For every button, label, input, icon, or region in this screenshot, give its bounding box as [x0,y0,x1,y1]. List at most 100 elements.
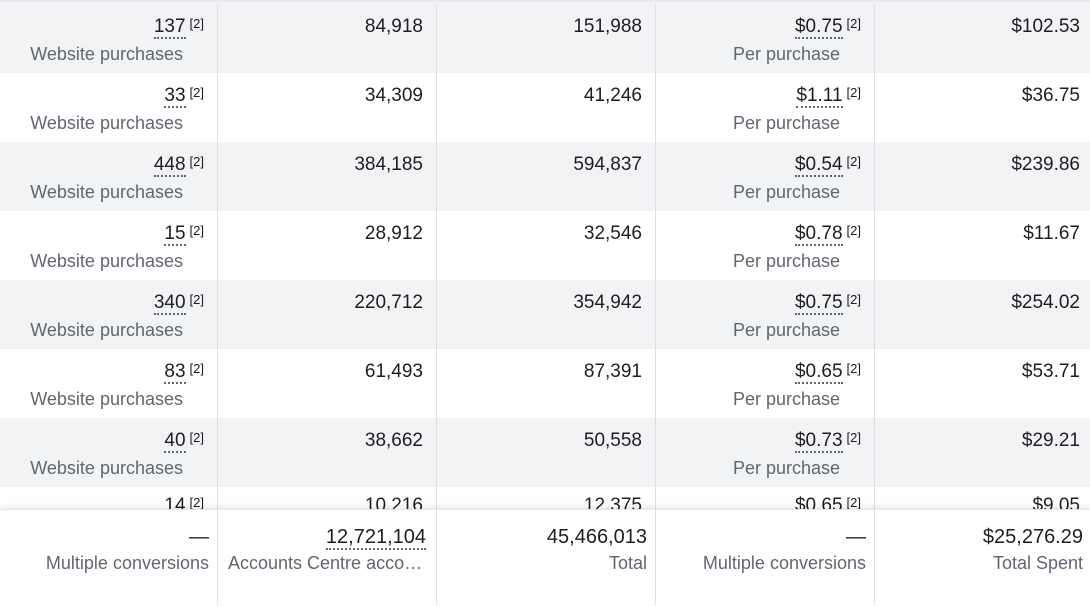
reach-total-cell: 12,721,104 Accounts Centre accou... [218,510,437,605]
cost-value[interactable]: $0.65 [794,361,843,384]
cost-value[interactable]: $0.54 [794,154,843,177]
footnote-ref[interactable]: [2] [189,85,204,100]
table-row[interactable]: 15 [2] Website purchases 28,912 32,546 $0… [0,211,1090,280]
results-label: Website purchases [30,44,183,64]
results-label: Website purchases [30,389,183,409]
spent-value: $11.67 [1023,223,1080,244]
impressions-value: 41,246 [583,85,642,106]
totals-footer-row: — Multiple conversions 12,721,104 Accoun… [0,509,1090,607]
cost-label: Per purchase [732,320,840,340]
impressions-total-value: 45,466,013 [546,526,647,548]
results-value[interactable]: 83 [164,361,186,384]
cost-per-result-cell: $0.65 [2] Per purchase [656,349,875,418]
impressions-value: 151,988 [573,16,642,37]
results-value[interactable]: 33 [164,85,186,108]
amount-spent-cell: $102.53 [875,4,1090,73]
results-label: Website purchases [30,458,183,478]
results-value[interactable]: 15 [164,223,186,246]
amount-spent-cell: $53.71 [875,349,1090,418]
results-cell: 40 [2] Website purchases [0,418,218,487]
spent-value: $239.86 [1011,154,1080,175]
spent-value: $36.75 [1021,85,1080,106]
reach-value: 28,912 [364,223,423,244]
footnote-ref[interactable]: [2] [189,361,204,376]
results-value[interactable]: 448 [153,154,186,177]
impressions-cell: 41,246 [437,73,656,142]
results-value[interactable]: 40 [164,430,186,453]
results-cell: 448 [2] Website purchases [0,142,218,211]
spent-value: $53.71 [1021,361,1080,382]
reach-value: 84,918 [364,16,423,37]
footnote-ref[interactable]: [2] [189,430,204,445]
cost-total-label: Multiple conversions [702,553,866,573]
reach-cell: 220,712 [218,280,437,349]
ads-table-body[interactable]: 137 [2] Website purchases 84,918 151,988 … [0,4,1090,556]
reach-value: 220,712 [354,292,423,313]
impressions-cell: 87,391 [437,349,656,418]
footnote-ref[interactable]: [2] [189,154,204,169]
reach-cell: 84,918 [218,4,437,73]
results-value[interactable]: 137 [153,16,186,39]
footnote-ref[interactable]: [2] [189,292,204,307]
footnote-ref[interactable]: [2] [189,16,204,31]
table-row[interactable]: 448 [2] Website purchases 384,185 594,837… [0,142,1090,211]
impressions-value: 594,837 [573,154,642,175]
results-total-label: Multiple conversions [45,553,209,573]
results-label: Website purchases [30,182,183,202]
cost-value[interactable]: $0.73 [794,430,843,453]
reach-cell: 384,185 [218,142,437,211]
impressions-total-label: Total [608,553,647,573]
results-cell: 15 [2] Website purchases [0,211,218,280]
footnote-ref[interactable]: [2] [846,430,861,445]
table-row[interactable]: 340 [2] Website purchases 220,712 354,942… [0,280,1090,349]
footnote-ref[interactable]: [2] [846,292,861,307]
cost-label: Per purchase [732,251,840,271]
reach-total-label: Accounts Centre accou... [228,553,428,573]
cost-per-result-cell: $0.73 [2] Per purchase [656,418,875,487]
table-row[interactable]: 33 [2] Website purchases 34,309 41,246 $1… [0,73,1090,142]
results-cell: 340 [2] Website purchases [0,280,218,349]
footnote-ref[interactable]: [2] [189,495,204,510]
impressions-cell: 354,942 [437,280,656,349]
cost-per-result-cell: $0.75 [2] Per purchase [656,280,875,349]
results-cell: 33 [2] Website purchases [0,73,218,142]
footnote-ref[interactable]: [2] [846,16,861,31]
cost-value[interactable]: $0.75 [794,16,843,39]
spent-total-value: $25,276.29 [982,526,1083,548]
reach-total-value[interactable]: 12,721,104 [325,526,426,550]
cost-value[interactable]: $0.75 [794,292,843,315]
amount-spent-cell: $254.02 [875,280,1090,349]
impressions-value: 87,391 [583,361,642,382]
table-row[interactable]: 83 [2] Website purchases 61,493 87,391 $0… [0,349,1090,418]
cost-label: Per purchase [732,389,840,409]
table-row[interactable]: 137 [2] Website purchases 84,918 151,988 … [0,4,1090,73]
reach-cell: 28,912 [218,211,437,280]
footnote-ref[interactable]: [2] [189,223,204,238]
footnote-ref[interactable]: [2] [846,361,861,376]
footnote-ref[interactable]: [2] [846,154,861,169]
reach-cell: 61,493 [218,349,437,418]
impressions-value: 50,558 [583,430,642,451]
results-total-value: — [189,526,209,548]
cost-label: Per purchase [732,182,840,202]
reach-cell: 34,309 [218,73,437,142]
table-row[interactable]: 40 [2] Website purchases 38,662 50,558 $0… [0,418,1090,487]
amount-spent-cell: $36.75 [875,73,1090,142]
cost-label: Per purchase [732,113,840,133]
scroll-shadow [0,0,1090,6]
impressions-cell: 32,546 [437,211,656,280]
spent-value: $254.02 [1011,292,1080,313]
cost-value[interactable]: $0.78 [794,223,843,246]
cost-total-cell: — Multiple conversions [656,510,875,605]
cost-total-value: — [846,526,866,548]
results-label: Website purchases [30,251,183,271]
footnote-ref[interactable]: [2] [846,85,861,100]
results-total-cell: — Multiple conversions [0,510,218,605]
footnote-ref[interactable]: [2] [846,223,861,238]
cost-per-result-cell: $1.11 [2] Per purchase [656,73,875,142]
spent-value: $29.21 [1021,430,1080,451]
footnote-ref[interactable]: [2] [846,495,861,510]
cost-value[interactable]: $1.11 [796,85,843,108]
results-value[interactable]: 340 [153,292,186,315]
reach-cell: 38,662 [218,418,437,487]
